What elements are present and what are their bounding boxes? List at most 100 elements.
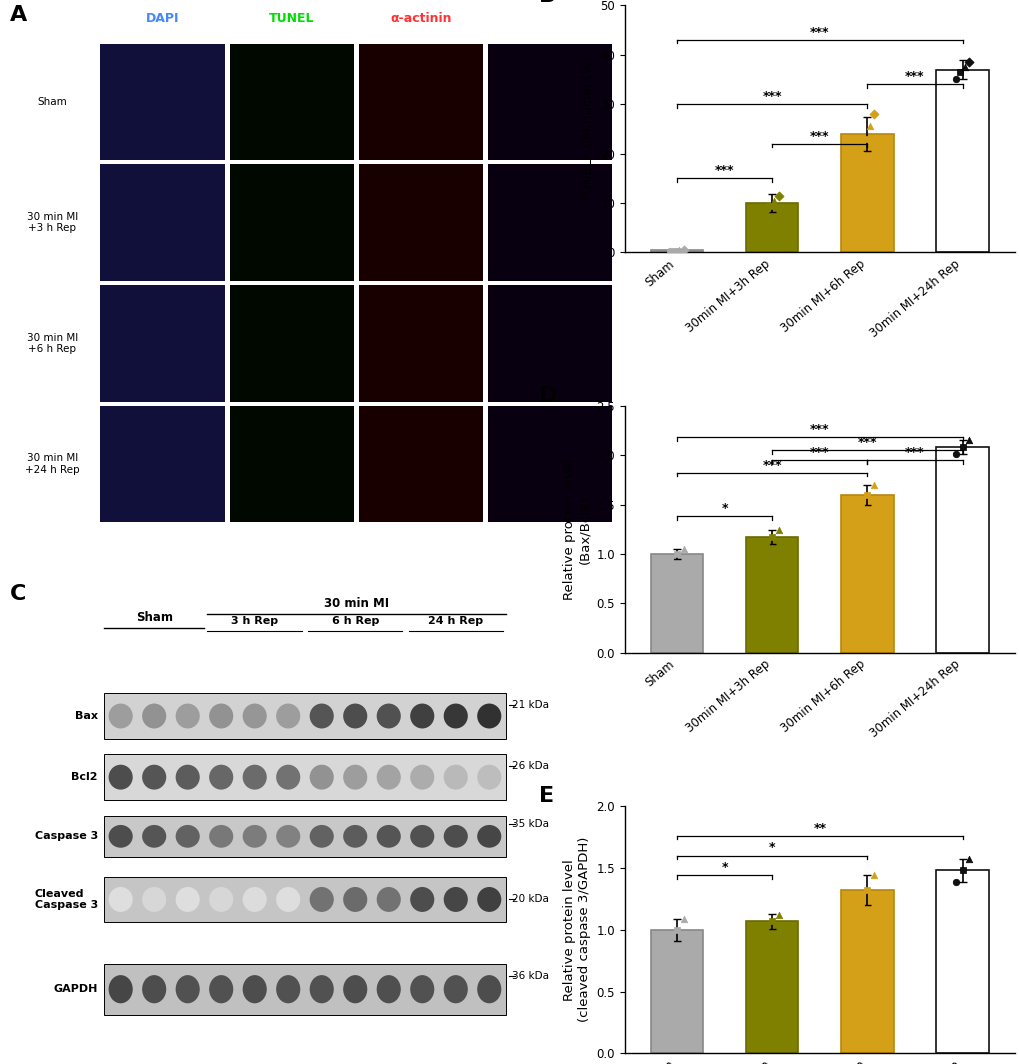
Text: 30 min MI
+6 h Rep: 30 min MI +6 h Rep — [26, 333, 77, 354]
Ellipse shape — [410, 825, 434, 848]
Ellipse shape — [310, 703, 333, 729]
Text: Bax: Bax — [74, 711, 98, 721]
Text: 20 kDa: 20 kDa — [512, 895, 548, 904]
Ellipse shape — [142, 825, 166, 848]
Text: ***: *** — [809, 446, 828, 459]
Ellipse shape — [108, 703, 132, 729]
Bar — [745, 537, 798, 653]
Bar — [841, 134, 893, 252]
Bar — [745, 203, 798, 252]
Point — [865, 105, 881, 122]
Bar — [359, 405, 483, 522]
Point — [954, 438, 970, 455]
Point — [675, 541, 691, 558]
Text: 35 kDa: 35 kDa — [512, 819, 548, 829]
Text: 30 min MI: 30 min MI — [324, 597, 389, 610]
Ellipse shape — [477, 975, 500, 1003]
Ellipse shape — [108, 887, 132, 912]
Bar — [104, 694, 505, 738]
Bar — [487, 285, 611, 401]
Y-axis label: Relative protein level
(cleaved caspase 3/GAPDH): Relative protein level (cleaved caspase … — [562, 837, 590, 1023]
Text: 30 min MI
+3 h Rep: 30 min MI +3 h Rep — [26, 212, 77, 233]
Ellipse shape — [477, 703, 500, 729]
Ellipse shape — [376, 703, 400, 729]
Ellipse shape — [376, 975, 400, 1003]
Point — [852, 897, 868, 914]
Ellipse shape — [276, 887, 300, 912]
Ellipse shape — [342, 703, 367, 729]
Ellipse shape — [477, 887, 500, 912]
Text: *: * — [720, 502, 728, 515]
Ellipse shape — [342, 825, 367, 848]
Ellipse shape — [410, 975, 434, 1003]
Bar — [487, 44, 611, 161]
Ellipse shape — [142, 975, 166, 1003]
Text: 21 kDa: 21 kDa — [512, 700, 548, 710]
Ellipse shape — [342, 975, 367, 1003]
Text: Caspase 3: Caspase 3 — [35, 831, 98, 842]
Ellipse shape — [342, 765, 367, 789]
Ellipse shape — [376, 765, 400, 789]
Text: ***: *** — [809, 423, 828, 436]
Bar — [104, 816, 505, 857]
Bar — [359, 285, 483, 401]
Ellipse shape — [209, 765, 233, 789]
Bar — [935, 69, 987, 252]
Ellipse shape — [310, 887, 333, 912]
Text: ***: *** — [714, 164, 734, 177]
Ellipse shape — [243, 825, 267, 848]
Point — [770, 521, 787, 538]
Ellipse shape — [142, 765, 166, 789]
Text: ***: *** — [857, 436, 876, 449]
Point — [952, 64, 968, 81]
Bar — [841, 495, 893, 653]
Ellipse shape — [175, 765, 200, 789]
Ellipse shape — [310, 765, 333, 789]
Ellipse shape — [108, 825, 132, 848]
Bar — [359, 44, 483, 161]
Ellipse shape — [443, 887, 468, 912]
Ellipse shape — [443, 703, 468, 729]
Text: Cleaved
Caspase 3: Cleaved Caspase 3 — [35, 888, 98, 911]
Ellipse shape — [175, 975, 200, 1003]
Ellipse shape — [175, 887, 200, 912]
Bar — [100, 405, 224, 522]
Ellipse shape — [310, 825, 333, 848]
Point — [770, 907, 787, 924]
Ellipse shape — [410, 703, 434, 729]
Text: 36 kDa: 36 kDa — [512, 971, 548, 981]
Point — [763, 529, 780, 546]
Point — [761, 197, 777, 214]
Bar — [359, 165, 483, 281]
Ellipse shape — [142, 703, 166, 729]
Point — [956, 59, 972, 76]
Ellipse shape — [243, 975, 267, 1003]
Ellipse shape — [209, 703, 233, 729]
Bar — [935, 870, 987, 1053]
Bar — [745, 921, 798, 1053]
Ellipse shape — [477, 765, 500, 789]
Point — [668, 921, 685, 938]
Bar — [104, 964, 505, 1015]
Point — [960, 432, 976, 449]
Point — [765, 193, 782, 210]
Point — [675, 910, 691, 927]
Ellipse shape — [243, 887, 267, 912]
Point — [865, 867, 881, 884]
Ellipse shape — [108, 975, 132, 1003]
Text: α-actinin: α-actinin — [390, 12, 451, 24]
Bar — [841, 891, 893, 1053]
Point — [856, 130, 872, 147]
Bar — [487, 405, 611, 522]
Point — [675, 242, 691, 259]
Point — [757, 919, 773, 936]
Ellipse shape — [175, 825, 200, 848]
Bar — [100, 285, 224, 401]
Ellipse shape — [276, 975, 300, 1003]
Ellipse shape — [443, 825, 468, 848]
Point — [861, 118, 877, 135]
Text: ***: *** — [904, 70, 924, 83]
Text: 30 min MI
+24 h Rep: 30 min MI +24 h Rep — [24, 453, 79, 475]
Ellipse shape — [410, 887, 434, 912]
Ellipse shape — [243, 703, 267, 729]
